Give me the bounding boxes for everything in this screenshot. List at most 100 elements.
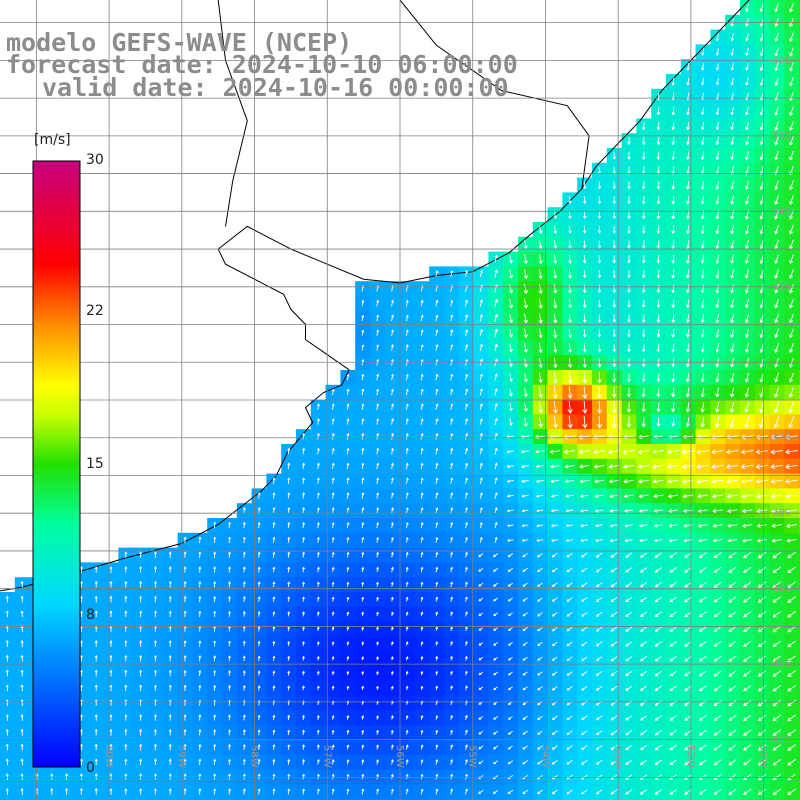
wind-arrow <box>656 284 661 294</box>
wind-arrow <box>390 715 394 720</box>
wind-arrow <box>465 758 468 765</box>
lon-label: 58W <box>249 745 260 768</box>
wind-arrow <box>582 255 587 264</box>
wind-arrow <box>493 612 499 617</box>
wind-arrow <box>361 536 365 543</box>
wind-arrow <box>669 641 677 647</box>
wind-arrow <box>435 477 439 484</box>
wind-arrow <box>257 551 261 558</box>
wind-arrow <box>376 418 380 425</box>
wind-arrow <box>302 758 306 765</box>
wind-arrow <box>376 432 380 440</box>
wind-arrow <box>302 566 306 573</box>
wind-arrow <box>361 477 365 484</box>
wind-arrow <box>450 551 454 558</box>
wind-arrow <box>464 714 468 721</box>
wind-arrow <box>538 298 543 310</box>
wind-arrow <box>154 788 157 795</box>
wind-arrow <box>715 78 720 86</box>
wind-arrow <box>94 758 98 766</box>
wind-arrow <box>522 597 528 602</box>
wind-arrow <box>671 240 676 250</box>
wind-arrow <box>302 640 305 646</box>
wind-arrow <box>479 373 483 381</box>
wind-arrow <box>728 700 737 707</box>
colorbar-tick-30: 30 <box>86 152 104 168</box>
wind-arrow <box>774 195 779 206</box>
wind-arrow <box>627 343 631 353</box>
wind-arrow <box>450 269 454 277</box>
wind-arrow <box>479 432 483 440</box>
wind-arrow <box>656 387 661 398</box>
wind-arrow <box>582 400 588 414</box>
wind-arrow <box>566 597 573 602</box>
wind-arrow <box>641 225 646 235</box>
wind-arrow <box>700 387 705 398</box>
wind-arrow <box>183 684 187 692</box>
wind-arrow <box>667 493 679 499</box>
wind-arrow <box>420 551 424 558</box>
wind-arrow <box>583 225 587 234</box>
wind-arrow <box>79 669 83 677</box>
wind-arrow <box>728 640 737 647</box>
wind-arrow <box>79 684 83 692</box>
wind-arrow <box>376 729 379 735</box>
wind-arrow <box>772 640 781 647</box>
wind-arrow <box>391 462 394 470</box>
wind-arrow <box>5 787 9 795</box>
wind-arrow <box>610 789 618 795</box>
wind-arrow <box>612 240 616 249</box>
wind-arrow <box>331 744 335 750</box>
wind-arrow <box>465 492 468 499</box>
wind-arrow <box>79 595 83 603</box>
wind-arrow <box>213 521 217 529</box>
wind-arrow <box>272 744 276 750</box>
wind-arrow <box>139 654 143 662</box>
wind-arrow <box>316 685 320 691</box>
wind-arrow <box>684 567 692 573</box>
wind-arrow <box>681 478 694 484</box>
wind-arrow <box>228 521 231 529</box>
wind-arrow <box>507 567 514 572</box>
wind-arrow <box>684 789 692 795</box>
wind-arrow <box>94 728 98 736</box>
wind-arrow <box>465 536 468 543</box>
wind-arrow <box>772 685 781 692</box>
wind-arrow <box>566 759 573 765</box>
wind-arrow <box>730 180 735 191</box>
wind-arrow <box>774 313 779 324</box>
wind-arrow <box>522 582 528 587</box>
wind-arrow <box>772 699 781 707</box>
wind-arrow <box>435 551 439 558</box>
wind-arrow <box>228 670 231 676</box>
wind-arrow <box>671 181 676 190</box>
wind-arrow <box>507 686 513 691</box>
wind-arrow <box>420 447 424 455</box>
wind-arrow <box>464 655 468 661</box>
wind-arrow <box>464 314 469 322</box>
wind-arrow <box>713 670 722 677</box>
wind-arrow <box>20 625 24 633</box>
wind-arrow <box>786 538 797 543</box>
lat-label: 32S <box>772 55 791 66</box>
wind-arrow <box>582 284 587 294</box>
wind-arrow <box>568 254 572 264</box>
wind-arrow <box>744 180 749 191</box>
wind-arrow <box>684 729 692 736</box>
wind-arrow <box>390 521 394 529</box>
wind-arrow <box>698 729 707 736</box>
wind-arrow <box>656 225 661 235</box>
wind-arrow <box>653 493 664 499</box>
wind-arrow <box>593 464 605 469</box>
wind-arrow <box>669 685 677 691</box>
wind-arrow <box>564 479 574 484</box>
wind-arrow <box>682 493 694 499</box>
wind-arrow <box>686 269 690 279</box>
wind-arrow <box>435 507 439 514</box>
wind-arrow <box>685 373 690 383</box>
wind-arrow <box>94 669 98 677</box>
wind-arrow <box>168 566 172 573</box>
wind-arrow <box>594 523 604 528</box>
wind-arrow <box>597 240 602 249</box>
wind-arrow <box>522 627 528 632</box>
